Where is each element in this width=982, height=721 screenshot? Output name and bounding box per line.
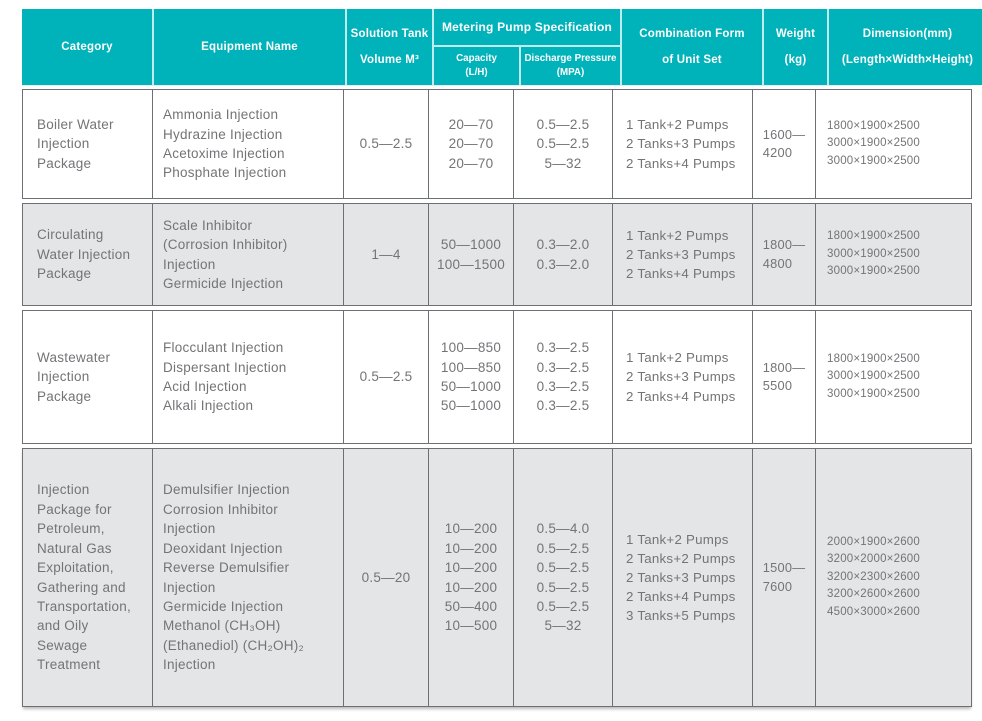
cell-category: Injection Package for Petroleum, Natural…: [23, 449, 153, 706]
header-equipment-name: Equipment Name: [154, 9, 345, 85]
cell-equipment-name: Flocculant Injection Dispersant Injectio…: [153, 311, 344, 443]
cell-combination-form: 1 Tank+2 Pumps 2 Tanks+3 Pumps 2 Tanks+4…: [613, 311, 753, 443]
cell-tank-volume: 0.5—2.5: [344, 311, 429, 443]
table-row-petroleum-gas: Injection Package for Petroleum, Natural…: [22, 448, 972, 707]
cell-tank-volume: 0.5—20: [344, 449, 429, 706]
cell-weight: 1800— 5500: [753, 311, 816, 443]
header-capacity: Capacity (L/H): [434, 47, 519, 85]
cell-equipment-name: Demulsifier Injection Corrosion Inhibito…: [153, 449, 344, 706]
table-row-wastewater: Wastewater Injection Package Flocculant …: [22, 310, 972, 444]
header-dimension: Dimension(mm) (Length×Width×Height): [829, 9, 982, 85]
header-discharge-pressure: Discharge Pressure (MPA): [521, 47, 620, 85]
cell-capacity: 20—70 20—70 20—70: [429, 90, 514, 198]
header-combination-form: Combination Form of Unit Set: [622, 9, 762, 85]
cell-category: Circulating Water Injection Package: [23, 204, 153, 305]
cell-weight: 1800— 4800: [753, 204, 816, 305]
cell-equipment-name: Ammonia Injection Hydrazine Injection Ac…: [153, 90, 344, 198]
cell-tank-volume: 0.5—2.5: [344, 90, 429, 198]
header-solution-tank-volume: Solution Tank Volume M³: [347, 9, 432, 85]
cell-combination-form: 1 Tank+2 Pumps 2 Tanks+3 Pumps 2 Tanks+4…: [613, 204, 753, 305]
cell-equipment-name: Scale Inhibitor (Corrosion Inhibitor) In…: [153, 204, 344, 305]
cell-dimension: 1800×1900×2500 3000×1900×2500 3000×1900×…: [827, 230, 920, 278]
cell-discharge-pressure: 0.3—2.0 0.3—2.0: [514, 204, 613, 305]
table-header-row: Category Equipment Name Solution Tank Vo…: [22, 9, 982, 85]
table-row-boiler-water: Boiler Water Injection Package Ammonia I…: [22, 89, 972, 199]
cell-category: Wastewater Injection Package: [23, 311, 153, 443]
cell-capacity: 50—1000 100—1500: [429, 204, 514, 305]
cell-dimension: 1800×1900×2500 3000×1900×2500 3000×1900×…: [827, 119, 920, 167]
cell-discharge-pressure: 0.3—2.5 0.3—2.5 0.3—2.5 0.3—2.5: [514, 311, 613, 443]
cell-capacity: 10—200 10—200 10—200 10—200 50—400 10—50…: [429, 449, 514, 706]
cell-weight: 1500— 7600: [753, 449, 816, 706]
cell-combination-form: 1 Tank+2 Pumps 2 Tanks+3 Pumps 2 Tanks+4…: [613, 90, 753, 198]
cell-tank-volume: 1—4: [344, 204, 429, 305]
table-row-circulating-water: Circulating Water Injection Package Scal…: [22, 203, 972, 306]
header-metering-pump-specification: Metering Pump Specification: [434, 9, 620, 45]
cell-combination-form: 1 Tank+2 Pumps 2 Tanks+2 Pumps 2 Tanks+3…: [613, 449, 753, 706]
cell-discharge-pressure: 0.5—2.5 0.5—2.5 5—32: [514, 90, 613, 198]
cell-weight: 1600— 4200: [753, 90, 816, 198]
header-weight: Weight (kg): [764, 9, 827, 85]
cell-discharge-pressure: 0.5—4.0 0.5—2.5 0.5—2.5 0.5—2.5 0.5—2.5 …: [514, 449, 613, 706]
cell-dimension: 2000×1900×2600 3200×2000×2600 3200×2300×…: [827, 535, 920, 618]
injection-package-spec-table: Category Equipment Name Solution Tank Vo…: [22, 9, 982, 707]
cell-category: Boiler Water Injection Package: [23, 90, 153, 198]
header-category: Category: [22, 9, 152, 85]
cell-dimension: 1800×1900×2500 3000×1900×2500 3000×1900×…: [827, 352, 920, 400]
cell-capacity: 100—850 100—850 50—1000 50—1000: [429, 311, 514, 443]
